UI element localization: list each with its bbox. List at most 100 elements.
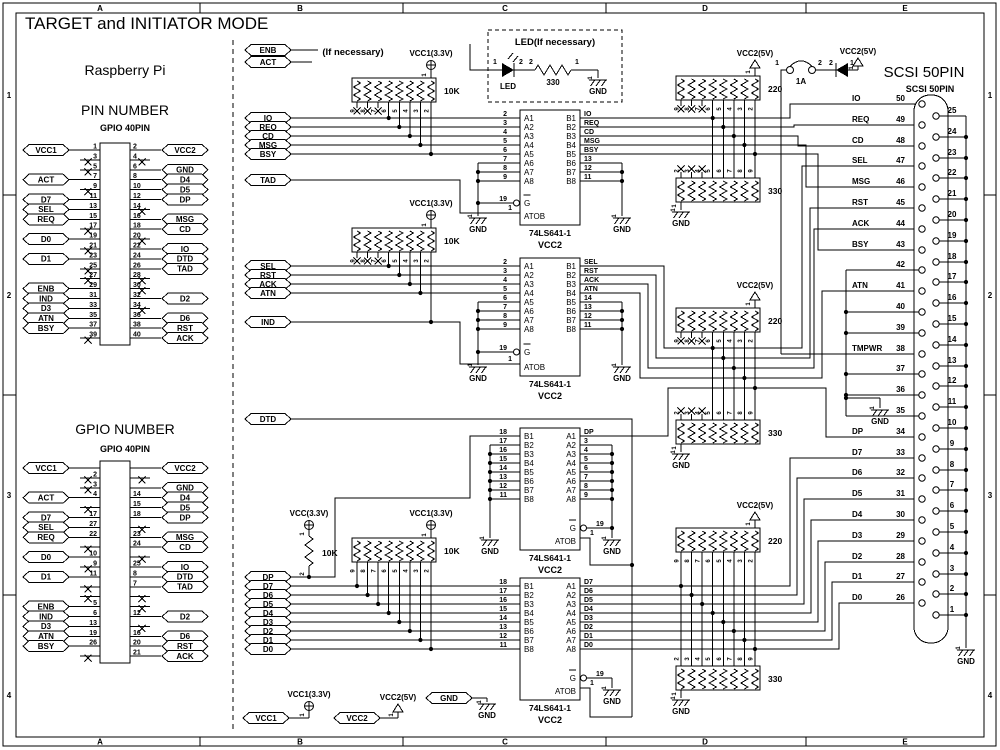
gnd-label: GND (672, 461, 690, 470)
frame-row-3: 3 (7, 491, 12, 500)
junction-dot (407, 133, 412, 139)
resistor-value: 330 (768, 428, 782, 438)
wire-segment (138, 207, 146, 216)
wire-segment (138, 276, 146, 285)
gpio-number-title: GPIO NUMBER (75, 421, 175, 437)
wire-segment (84, 654, 92, 662)
chip-pin-name: B3 (524, 600, 534, 609)
sip-pin-num: 4 (403, 259, 409, 263)
pin-circle (918, 537, 926, 545)
pin-num: 16 (133, 213, 141, 220)
label: 1 (849, 66, 855, 70)
label: D3 (41, 622, 52, 631)
pin-num: 5 (93, 163, 97, 170)
label: D0 (41, 235, 52, 244)
wire-segment (138, 525, 146, 534)
chip-out-label: 13 (584, 304, 592, 311)
wire-segment (969, 650, 974, 657)
label: 1 (493, 59, 497, 66)
scsi-pin-num: 49 (896, 115, 905, 124)
junction-dot (619, 317, 625, 323)
scsi-pin-num: 27 (896, 572, 905, 581)
net-label-D2 (161, 292, 209, 305)
path-shape (739, 422, 749, 444)
path-shape (394, 80, 404, 102)
label: MSG (176, 533, 194, 542)
wire-route (580, 124, 919, 128)
pin-num: 11 (90, 570, 98, 577)
chip-out-label: D3 (584, 615, 593, 622)
pin-circle (932, 424, 940, 432)
junction-dot (407, 281, 412, 287)
pin-num: 4 (133, 153, 137, 160)
frame-col-A: A (97, 738, 103, 747)
label: D4 (180, 176, 191, 185)
chip-pin-num: 14 (499, 465, 507, 472)
path-shape (750, 422, 760, 444)
scsi-signal-ATN: ATN (852, 281, 868, 290)
wire-segment (84, 158, 92, 166)
scsi-pin-num: 6 (950, 501, 955, 510)
led-box (487, 29, 623, 103)
wire-segment (677, 337, 685, 345)
chip-out-label: 4 (584, 447, 588, 454)
scsi-signal-D7: D7 (852, 448, 863, 457)
chip-pin-name: A8 (566, 495, 576, 504)
pin-num: 26 (89, 640, 97, 647)
chip-pin-name: A5 (566, 618, 576, 627)
label: IO (181, 245, 189, 254)
pin-circle (918, 391, 926, 399)
net-label-VCC2 (161, 462, 209, 474)
junction-dot (397, 619, 402, 625)
pin-num: 5 (93, 600, 97, 607)
label: GND (440, 694, 458, 703)
wire-segment (484, 704, 490, 711)
chip-pin-name: A3 (524, 132, 534, 141)
sip-pin-num: 4 (727, 339, 733, 343)
path-shape (415, 230, 425, 252)
chip-pin-num: 11 (500, 642, 508, 649)
chip-pin-name: B4 (524, 459, 534, 468)
path-shape (304, 535, 314, 567)
scsi-pin-num: 28 (896, 552, 905, 561)
junction-dot (721, 124, 726, 130)
path-shape (729, 180, 739, 202)
gnd-label: GND (589, 87, 607, 96)
pin-num: 6 (93, 610, 97, 617)
gnd-label: GND (469, 225, 487, 234)
transceiver-chip-2: 74LS641-1 VCC2 2 A1 B1 SEL 3 A2 B2 RST 4 A3 B3 ACK 5 A4… (468, 257, 631, 401)
junction-dot (397, 272, 402, 278)
chip-out-label: 14 (584, 295, 592, 302)
sip-pin-num: 8 (685, 107, 691, 111)
pin-num: 9 (93, 561, 97, 568)
chip-pin-name: B2 (524, 441, 534, 450)
path-shape (750, 310, 760, 332)
label: 1 (775, 60, 779, 67)
label: IND (39, 294, 53, 303)
net-label-CD (161, 541, 209, 554)
chip-pin-name: B2 (566, 271, 576, 280)
label: DTD (177, 255, 194, 264)
sip-pin-num: 8 (361, 109, 367, 113)
scsi-signal-MSG: MSG (852, 177, 870, 186)
frame-col-D: D (702, 738, 708, 747)
sip-pin-num: 9 (748, 657, 754, 661)
path-shape (750, 668, 760, 690)
chip-pin-name: A5 (524, 298, 534, 307)
chip-pin-num: 8 (503, 313, 507, 320)
pin-num: 15 (133, 501, 141, 508)
wire-route (580, 687, 632, 718)
chip-pin-name: B2 (524, 591, 534, 600)
pin-num: 26 (133, 262, 141, 269)
net-label-D0 (22, 233, 70, 246)
sip-pin-num: 3 (414, 109, 420, 113)
junction-dot (376, 601, 381, 607)
chip-pin-num: 1 (590, 530, 594, 537)
scsi-signal-D5: D5 (852, 489, 863, 498)
path-shape (394, 230, 404, 252)
scsi-signal-D2: D2 (852, 552, 863, 561)
chip-pin-num: 15 (499, 456, 507, 463)
sip-pin-num: 4 (727, 559, 733, 563)
path-shape (676, 422, 686, 444)
